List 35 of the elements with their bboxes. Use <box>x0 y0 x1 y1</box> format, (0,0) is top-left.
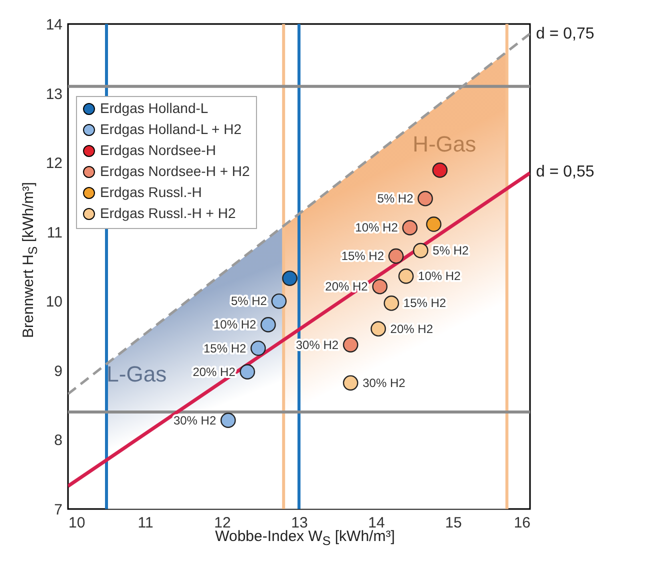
y-tick-label: 8 <box>54 432 62 450</box>
series-label: H-Gas <box>412 132 476 157</box>
legend-label: Erdgas Nordsee-H + H2 <box>100 163 250 179</box>
x-tick-label: 15 <box>445 514 462 532</box>
data-label: 10% H2 <box>213 318 257 332</box>
y-tick-label: 9 <box>54 362 62 380</box>
data-label: 5% H2 <box>432 244 470 258</box>
x-tick-label: 11 <box>138 514 154 532</box>
data-label: 10% H2 <box>418 269 462 284</box>
legend-label: Erdgas Russl.-H <box>100 184 202 200</box>
data-label: 5% H2 <box>230 294 268 308</box>
annotation: d = 0,55 <box>536 164 594 181</box>
y-tick-label: 11 <box>46 224 62 242</box>
data-label: 30% H2 <box>173 413 216 428</box>
series-label: L-Gas <box>106 361 167 386</box>
y-tick-label: 14 <box>46 16 62 34</box>
data-label: 20% H2 <box>390 322 434 336</box>
data-label: 15% H2 <box>203 341 247 356</box>
data-label: 20% H2 <box>192 364 236 379</box>
data-label: 10% H2 <box>355 220 398 235</box>
legend-label: Erdgas Russl.-H + H2 <box>100 205 236 221</box>
y-tick-label: 7 <box>54 502 62 518</box>
data-label: 5% H2 <box>377 192 414 206</box>
legend-label: Erdgas Nordsee-H <box>100 142 216 158</box>
annotation: d = 0,75 <box>536 26 594 43</box>
y-tick-label: 13 <box>46 86 62 103</box>
data-label: 15% H2 <box>403 296 446 310</box>
x-tick-label: 16 <box>514 514 530 532</box>
x-tick-label: 10 <box>68 514 86 532</box>
data-label: 15% H2 <box>341 249 384 264</box>
y-tick-label: 10 <box>46 294 62 311</box>
legend-label: Erdgas Holland-L <box>100 100 208 116</box>
legend-label: Erdgas Holland-L + H2 <box>100 121 242 137</box>
data-label: 30% H2 <box>362 376 406 390</box>
y-tick-label: 12 <box>46 155 62 172</box>
